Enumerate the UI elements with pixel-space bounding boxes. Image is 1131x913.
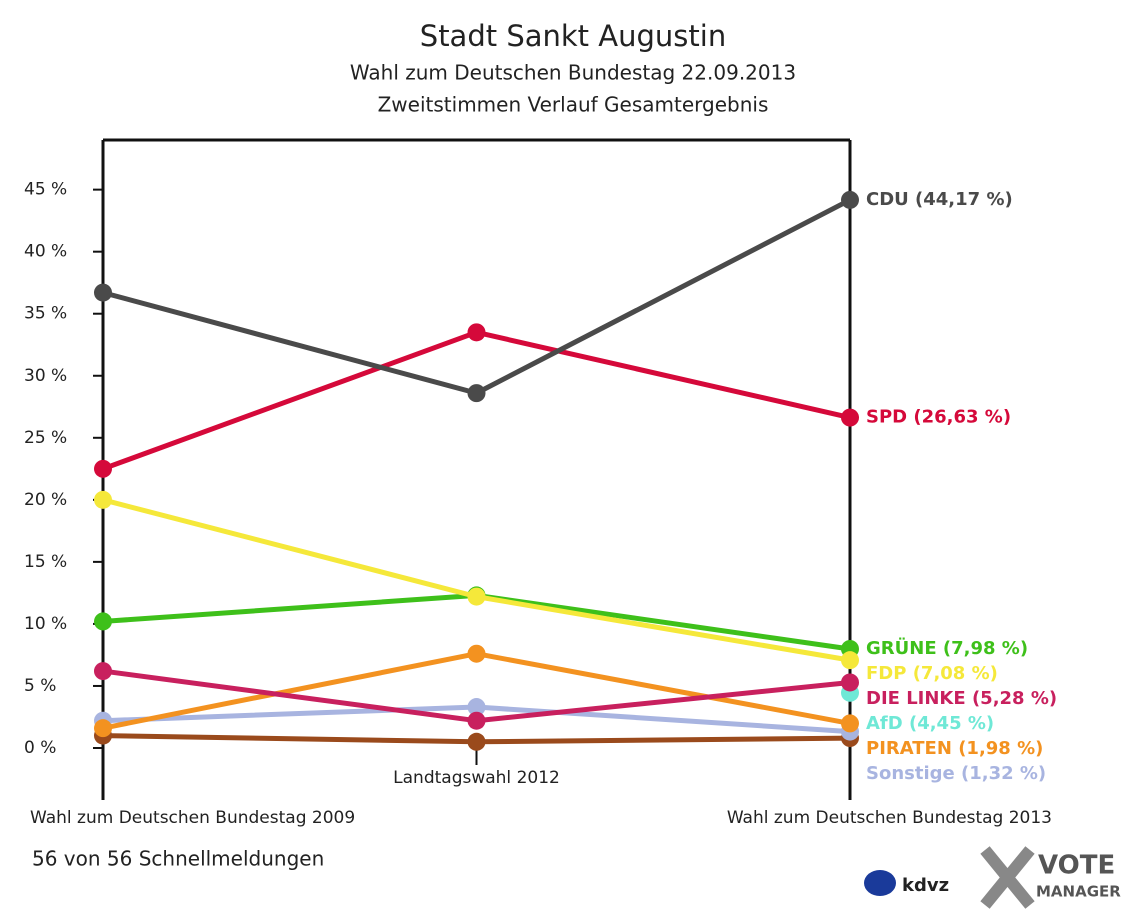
- footer-note: 56 von 56 Schnellmeldungen: [32, 847, 324, 871]
- data-point: [467, 323, 486, 342]
- logo-text: kdvz: [902, 875, 949, 896]
- x-tick-label: Wahl zum Deutschen Bundestag 2009: [30, 808, 355, 828]
- data-point: [94, 662, 112, 681]
- logo: kdvz VOTE MANAGER: [864, 846, 1121, 909]
- series-line: [102, 197, 852, 396]
- y-tick-label: 10 %: [24, 614, 67, 634]
- y-tick-label: 15 %: [24, 552, 67, 572]
- y-tick-label: 30 %: [24, 366, 67, 386]
- data-point: [841, 714, 859, 733]
- logo-cross: [980, 846, 1035, 909]
- chart-subtitle: Zweitstimmen Verlauf Gesamtergebnis: [378, 93, 769, 117]
- value-label: GRÜNE (7,98 %): [866, 637, 1028, 659]
- value-label: Sonstige (1,32 %): [866, 763, 1046, 784]
- data-point: [94, 459, 112, 478]
- x-tick-label: Wahl zum Deutschen Bundestag 2013: [727, 808, 1052, 828]
- value-label: SPD (26,63 %): [866, 407, 1011, 428]
- data-point: [94, 719, 112, 738]
- data-point: [94, 490, 112, 509]
- y-tick-label: 45 %: [24, 180, 67, 200]
- data-point: [467, 698, 486, 717]
- y-tick-label: 25 %: [24, 428, 67, 448]
- logo-text: MANAGER: [1036, 883, 1121, 901]
- value-label: DIE LINKE (5,28 %): [866, 688, 1057, 709]
- chart-subtitle: Wahl zum Deutschen Bundestag 22.09.2013: [350, 61, 796, 85]
- y-tick-label: 5 %: [24, 676, 56, 696]
- y-tick-label: 20 %: [24, 490, 67, 510]
- data-point: [841, 190, 859, 209]
- y-tick-label: 40 %: [24, 242, 67, 262]
- data-point: [467, 587, 486, 606]
- logo-text: VOTE: [1038, 851, 1115, 881]
- y-tick-label: 35 %: [24, 304, 67, 324]
- data-point: [467, 732, 486, 751]
- data-point: [94, 283, 112, 302]
- data-point: [841, 408, 859, 427]
- value-label: CDU (44,17 %): [866, 189, 1013, 210]
- value-label: AfD (4,45 %): [866, 713, 994, 734]
- data-point: [467, 711, 486, 730]
- data-point: [841, 673, 859, 692]
- data-point: [467, 384, 486, 403]
- data-point: [467, 644, 486, 663]
- data-point: [94, 612, 112, 631]
- series-line: [102, 497, 851, 663]
- data-point: [841, 651, 859, 670]
- logo-ball: [864, 870, 896, 896]
- x-tick-label: Landtagswahl 2012: [393, 768, 560, 788]
- y-tick-label: 0 %: [24, 738, 56, 758]
- value-label: FDP (7,08 %): [866, 663, 998, 684]
- value-label: PIRATEN (1,98 %): [866, 738, 1043, 759]
- chart-title: Stadt Sankt Augustin: [420, 19, 726, 53]
